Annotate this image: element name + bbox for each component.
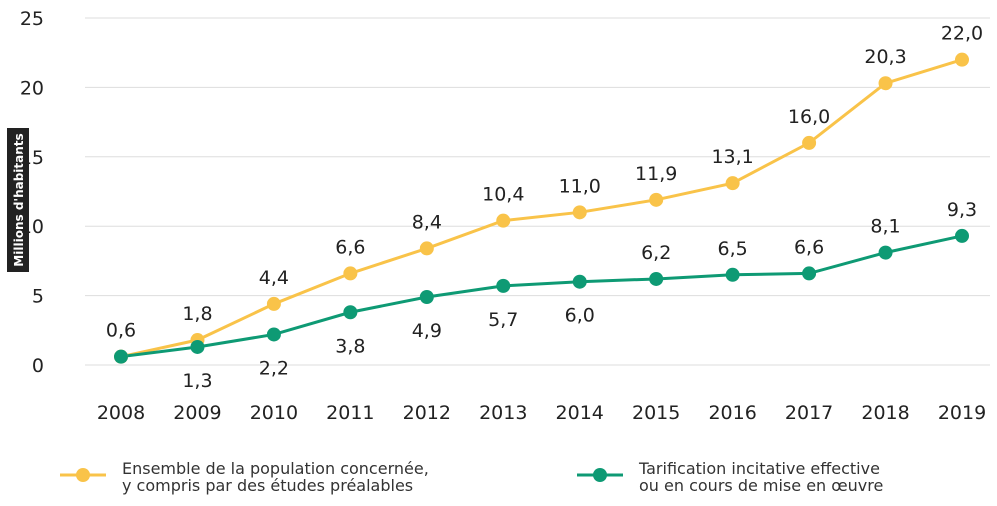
data-label: 1,8 bbox=[182, 303, 212, 325]
legend-swatch-marker bbox=[593, 468, 607, 482]
data-label: 8,4 bbox=[412, 211, 442, 233]
chart: Millions d'habitants 0 5 10 15 20 25 2008 2009 2… bbox=[7, 8, 990, 424]
x-tick-label: 2018 bbox=[861, 402, 909, 424]
data-label: 6,6 bbox=[794, 236, 824, 258]
data-point bbox=[802, 266, 817, 281]
data-label: 11,0 bbox=[559, 175, 601, 197]
series-line bbox=[120, 234, 963, 359]
x-tick-label: 2008 bbox=[97, 402, 145, 424]
data-point bbox=[343, 305, 358, 320]
data-label: 20,3 bbox=[864, 46, 906, 68]
legend-swatch-marker bbox=[76, 468, 90, 482]
x-tick-label: 2016 bbox=[708, 402, 756, 424]
data-point bbox=[190, 339, 205, 354]
series-line bbox=[120, 58, 963, 359]
data-label: 5,7 bbox=[488, 309, 518, 331]
legend-item: Tarification incitative effective ou en … bbox=[575, 460, 883, 494]
data-point bbox=[496, 278, 511, 293]
legend-item: Ensemble de la population concernée, y c… bbox=[58, 460, 429, 494]
data-point bbox=[419, 289, 434, 304]
data-label: 11,9 bbox=[635, 163, 677, 185]
data-point bbox=[725, 176, 740, 191]
data-point bbox=[955, 52, 969, 67]
data-point bbox=[955, 228, 969, 243]
x-tick-label: 2012 bbox=[403, 402, 451, 424]
x-tick-label: 2009 bbox=[173, 402, 221, 424]
data-label: 9,3 bbox=[947, 199, 977, 221]
data-label: 6,2 bbox=[641, 242, 671, 264]
x-tick-label: 2017 bbox=[785, 402, 833, 424]
y-tick-label: 20 bbox=[20, 77, 44, 99]
y-tick-label: 0 bbox=[32, 355, 44, 377]
data-point bbox=[266, 296, 281, 311]
data-label: 6,5 bbox=[718, 238, 748, 260]
data-label: 6,0 bbox=[565, 305, 595, 327]
data-label: 0,6 bbox=[106, 320, 136, 342]
legend-label: Ensemble de la population concernée, y c… bbox=[122, 459, 429, 495]
data-label: 8,1 bbox=[870, 216, 900, 238]
data-point bbox=[878, 245, 893, 260]
x-tick-label: 2010 bbox=[250, 402, 298, 424]
data-point bbox=[649, 192, 664, 207]
data-point bbox=[419, 241, 434, 256]
y-axis-label-box bbox=[7, 128, 29, 272]
data-label: 2,2 bbox=[259, 357, 289, 379]
data-point bbox=[114, 349, 128, 364]
data-point bbox=[496, 213, 511, 228]
data-label: 13,1 bbox=[711, 146, 753, 168]
data-label: 4,9 bbox=[412, 320, 442, 342]
data-label: 6,6 bbox=[335, 236, 365, 258]
data-label: 10,4 bbox=[482, 184, 524, 206]
y-tick-label: 15 bbox=[20, 147, 44, 169]
data-point bbox=[649, 271, 664, 286]
data-point bbox=[266, 327, 281, 342]
x-tick-label: 2014 bbox=[556, 402, 604, 424]
x-tick-label: 2013 bbox=[479, 402, 527, 424]
data-point bbox=[725, 267, 740, 282]
data-label: 3,8 bbox=[335, 335, 365, 357]
legend-label: Tarification incitative effective ou en … bbox=[639, 459, 884, 495]
data-point bbox=[343, 266, 358, 281]
data-label: 22,0 bbox=[941, 23, 983, 45]
data-label: 16,0 bbox=[788, 106, 830, 128]
data-label: 4,4 bbox=[259, 267, 289, 289]
legend-swatch bbox=[60, 468, 106, 482]
y-axis-label: Millions d'habitants bbox=[12, 133, 26, 266]
y-tick-label: 10 bbox=[20, 216, 44, 238]
x-tick-label: 2011 bbox=[326, 402, 374, 424]
data-point bbox=[802, 135, 817, 150]
data-point bbox=[572, 274, 587, 289]
y-tick-label: 5 bbox=[32, 286, 44, 308]
legend-swatch bbox=[577, 468, 623, 482]
x-tick-label: 2015 bbox=[632, 402, 680, 424]
data-label: 1,3 bbox=[182, 370, 212, 392]
x-tick-label: 2019 bbox=[938, 402, 986, 424]
data-point bbox=[572, 205, 587, 220]
y-tick-label: 25 bbox=[20, 8, 44, 30]
data-point bbox=[878, 76, 893, 91]
y-axis-label-group: Millions d'habitants bbox=[7, 128, 29, 272]
